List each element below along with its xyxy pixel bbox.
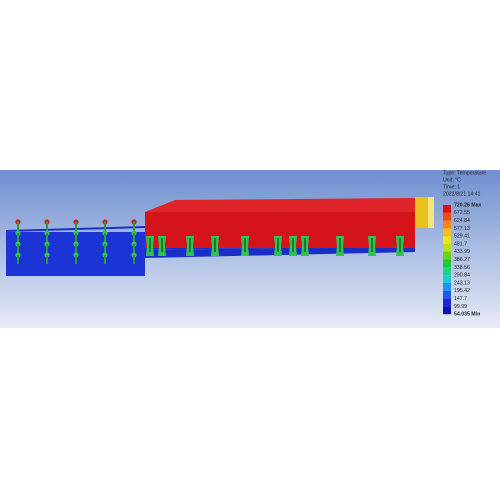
support-bar — [46, 222, 48, 231]
support-bar — [133, 233, 135, 242]
legend-time: Time: 1 — [443, 184, 460, 190]
hot-end-edge — [428, 197, 434, 228]
support-bar — [104, 222, 106, 231]
support-bar — [17, 244, 19, 253]
support-core — [292, 238, 294, 252]
legend-swatch — [443, 267, 451, 276]
legend-label: 243.13 — [454, 280, 470, 286]
support-core — [214, 238, 216, 252]
support-core — [161, 238, 163, 252]
legend-unit: Unit: °C — [443, 177, 461, 183]
support-core — [149, 238, 151, 252]
support-core — [277, 238, 279, 252]
legend-swatch — [443, 220, 451, 229]
support-bar — [75, 244, 77, 253]
support-bar — [133, 244, 135, 253]
support-bar — [104, 255, 106, 264]
support-core — [339, 238, 341, 252]
legend-swatch — [443, 283, 451, 291]
support-bar — [46, 233, 48, 242]
legend-label: 720.26 Max — [454, 202, 482, 208]
legend-swatch — [443, 212, 451, 221]
support-bar — [104, 233, 106, 242]
legend-swatch — [443, 275, 451, 283]
legend-swatch — [443, 244, 451, 252]
legend-label: 195.42 — [454, 288, 470, 294]
legend-swatch — [443, 259, 451, 268]
support-core — [244, 238, 246, 252]
legend-label: 147.7 — [454, 296, 467, 302]
legend-label: 54.035 Min — [454, 312, 480, 318]
legend-swatch — [443, 228, 451, 237]
legend-label: 290.84 — [454, 273, 470, 279]
legend-swatch — [443, 306, 451, 315]
legend-label: 99.99 — [454, 304, 467, 310]
support-bar — [75, 222, 77, 231]
legend-label: 433.99 — [454, 249, 470, 255]
legend-date: 2022/8/21 14:41 — [443, 191, 481, 197]
supports — [15, 219, 404, 264]
support-core — [304, 238, 306, 252]
support-core — [189, 238, 191, 252]
support-bar — [104, 244, 106, 253]
legend-label: 338.56 — [454, 265, 470, 271]
legend-label: 577.13 — [454, 226, 470, 232]
hot-end — [415, 197, 432, 228]
legend-label: 672.55 — [454, 210, 470, 216]
legend-label: 624.84 — [454, 218, 470, 224]
support-core — [399, 238, 401, 252]
support-core — [371, 238, 373, 252]
legend-swatch — [443, 251, 451, 260]
legend-swatch — [443, 205, 451, 213]
legend-swatch — [443, 290, 451, 299]
legend-label: 529.41 — [454, 234, 470, 240]
legend-label: 481.7 — [454, 241, 467, 247]
legend-swatch — [443, 298, 451, 307]
support-bar — [17, 255, 19, 264]
support-bar — [75, 233, 77, 242]
support-bar — [17, 222, 19, 231]
support-bar — [17, 233, 19, 242]
support-bar — [133, 255, 135, 264]
support-bar — [46, 244, 48, 253]
support-bar — [75, 255, 77, 264]
hot-block-top — [145, 198, 415, 212]
support-bar — [133, 222, 135, 231]
legend-label: 386.27 — [454, 257, 470, 263]
legend-swatch — [443, 236, 451, 244]
legend-type: Type: Temperature — [443, 170, 486, 176]
support-bar — [46, 255, 48, 264]
